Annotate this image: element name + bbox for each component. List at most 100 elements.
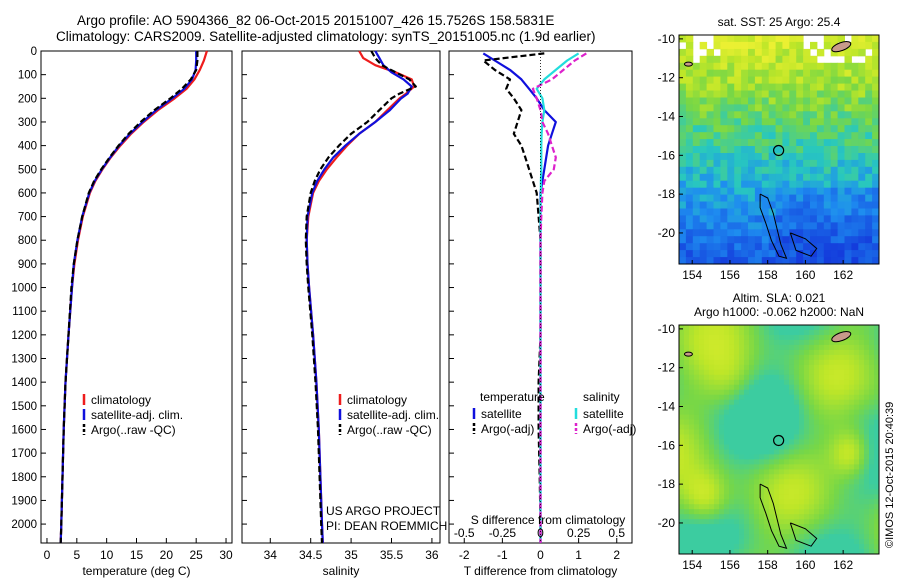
sla-map-cell bbox=[814, 394, 820, 401]
sst-map-cell bbox=[761, 55, 770, 64]
sla-map-cell bbox=[874, 389, 880, 396]
sla-map-cell bbox=[789, 404, 795, 411]
sla-map-cell bbox=[744, 509, 750, 515]
sla-map-cell bbox=[789, 429, 795, 435]
sla-map-cell bbox=[684, 359, 690, 366]
sla-map-cell bbox=[724, 429, 730, 435]
sla-map-cell bbox=[689, 339, 695, 346]
sla-map-cell bbox=[769, 354, 775, 361]
sla-map-cell bbox=[869, 339, 875, 346]
sla-map-cell bbox=[779, 424, 785, 431]
sla-map-cell bbox=[794, 414, 800, 421]
sst-map-cell bbox=[685, 194, 694, 203]
sla-map-cell bbox=[849, 449, 855, 455]
sst-map-cell bbox=[713, 180, 721, 189]
sst-map-xtick-label: 162 bbox=[833, 268, 853, 282]
sst-map-cell bbox=[858, 118, 866, 126]
sst-map-cell bbox=[782, 222, 790, 230]
sla-map-cell bbox=[714, 379, 720, 386]
sla-map-cell bbox=[829, 469, 835, 475]
sla-map-cell bbox=[789, 384, 795, 391]
sla-map-cell bbox=[764, 429, 770, 435]
sst-map-cell bbox=[775, 97, 783, 105]
sla-map-cell bbox=[854, 524, 860, 530]
sla-map-cell bbox=[724, 384, 730, 391]
sst-map-cell bbox=[734, 250, 742, 258]
sla-map-cell bbox=[794, 399, 800, 406]
salinity-legend-2-label: Argo(..raw -QC) bbox=[347, 423, 432, 437]
sst-map-cell bbox=[734, 132, 742, 140]
sla-map-cell bbox=[679, 419, 685, 426]
sla-map-cell bbox=[874, 369, 880, 376]
sla-map-cell bbox=[744, 359, 750, 366]
sla-map-cell bbox=[809, 349, 815, 356]
sla-map-cell bbox=[824, 539, 830, 545]
sla-map-cell bbox=[874, 384, 880, 391]
sla-map-cell bbox=[864, 449, 870, 455]
sla-map-cell bbox=[834, 325, 840, 331]
sla-map-cell bbox=[799, 364, 805, 371]
sst-map-cell bbox=[858, 222, 866, 230]
sla-map-cell bbox=[749, 424, 755, 431]
sla-map-cell bbox=[839, 369, 845, 376]
sla-map-cell bbox=[714, 374, 720, 381]
sla-map-cell bbox=[734, 449, 740, 455]
sla-map-cell bbox=[784, 514, 790, 520]
sla-map-cell bbox=[779, 519, 785, 525]
sla-map-cell bbox=[754, 544, 760, 550]
sla-map-cell bbox=[724, 464, 730, 470]
sst-map-cell bbox=[713, 257, 721, 265]
sla-map-cell bbox=[729, 404, 735, 411]
sla-map-cell bbox=[684, 344, 690, 351]
sst-map-cell bbox=[713, 125, 721, 133]
sst-map-cell bbox=[823, 35, 832, 43]
sla-map-cell bbox=[684, 469, 690, 475]
sla-map-cell bbox=[869, 394, 875, 401]
temperature-ytick-label: 1000 bbox=[11, 283, 37, 295]
sla-map-cell bbox=[799, 449, 805, 455]
sla-map-cell bbox=[699, 409, 705, 416]
sla-map-cell bbox=[764, 474, 770, 480]
sla-map-cell bbox=[864, 454, 870, 460]
sla-map-cell bbox=[814, 349, 820, 356]
sla-map-cell bbox=[729, 494, 735, 500]
sla-map-cell bbox=[779, 429, 785, 435]
sla-map-cell bbox=[799, 349, 805, 356]
sla-map-cell bbox=[694, 429, 700, 435]
sla-map-cell bbox=[824, 549, 830, 555]
sla-map-cell bbox=[719, 469, 725, 475]
sla-map-cell bbox=[774, 534, 780, 540]
sst-map-cell bbox=[782, 35, 790, 43]
sst-map-cell bbox=[844, 118, 852, 126]
sla-map-cell bbox=[719, 369, 725, 376]
sla-map-cell bbox=[824, 399, 830, 406]
sla-map-cell bbox=[814, 335, 820, 341]
sla-map-cell bbox=[779, 389, 785, 396]
sst-map-cell bbox=[741, 229, 749, 237]
sla-map-cell bbox=[739, 349, 745, 356]
sst-map-cell bbox=[851, 215, 859, 223]
sla-map-cell bbox=[849, 349, 855, 356]
sst-map-cell bbox=[679, 90, 687, 98]
sst-map-cell bbox=[872, 201, 880, 209]
sla-map-cell bbox=[799, 429, 805, 435]
sst-map-cell bbox=[796, 76, 804, 85]
sla-map-cell bbox=[734, 424, 740, 431]
sla-map-cell bbox=[814, 344, 820, 351]
sla-map-cell bbox=[794, 509, 800, 515]
sla-map-cell bbox=[874, 374, 880, 381]
sla-map-cell bbox=[794, 434, 800, 440]
sla-map-cell bbox=[854, 549, 860, 555]
sla-map-cell bbox=[844, 474, 850, 480]
sst-map-cell bbox=[706, 153, 714, 161]
sst-map-cell bbox=[810, 132, 818, 140]
sla-map-cell bbox=[689, 519, 695, 525]
sla-map-cell bbox=[859, 344, 865, 351]
sla-map-cell bbox=[839, 404, 845, 411]
sla-map-cell bbox=[829, 494, 835, 500]
sla-map-cell bbox=[819, 509, 825, 515]
sla-map-cell bbox=[734, 494, 740, 500]
sst-map-cell bbox=[720, 194, 728, 203]
sst-map-cell bbox=[741, 215, 749, 223]
sst-map-cell bbox=[844, 194, 852, 203]
